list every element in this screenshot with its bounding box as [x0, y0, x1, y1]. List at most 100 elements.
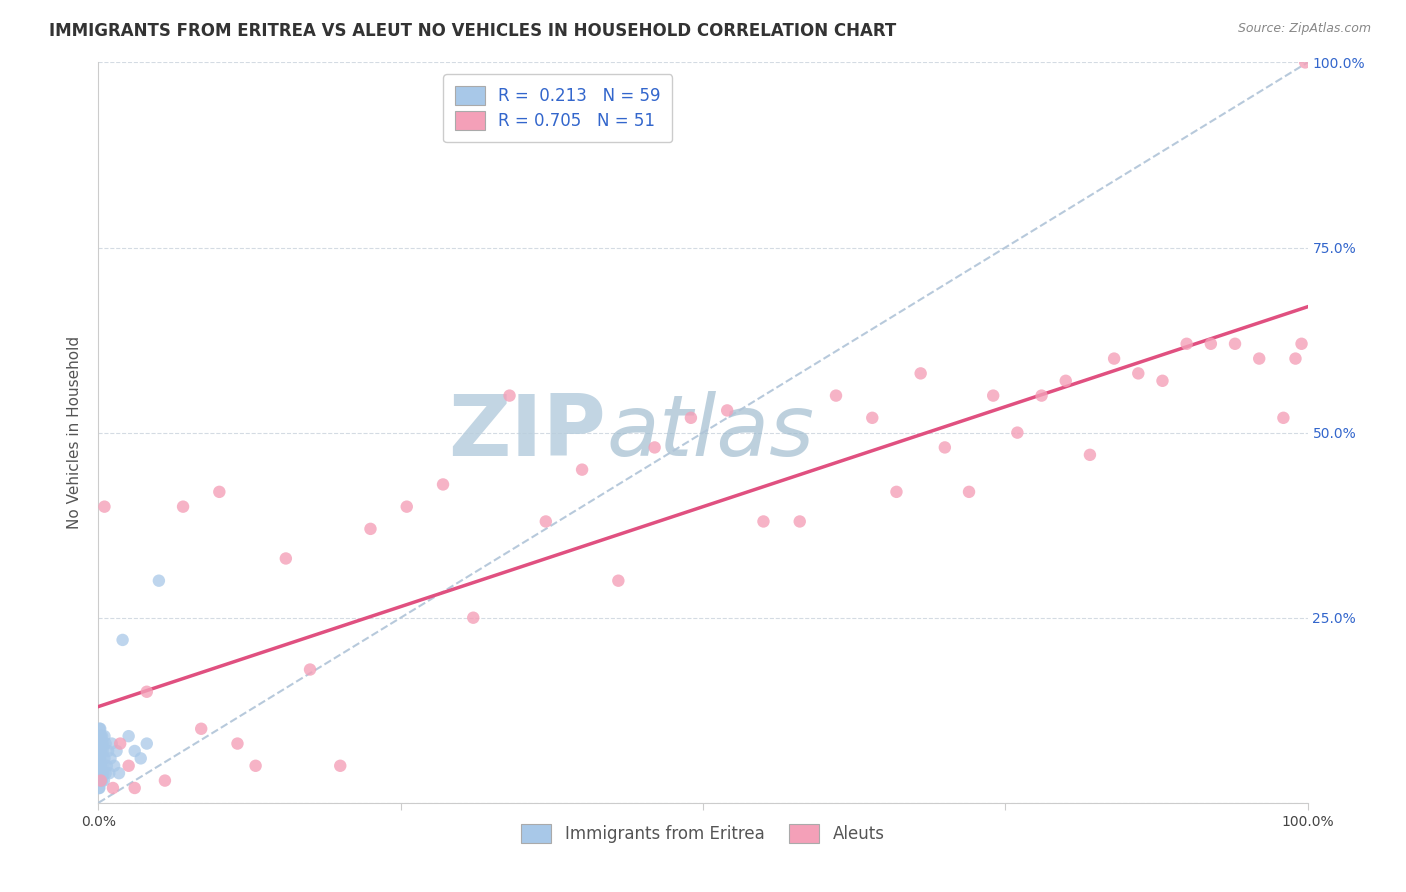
- Point: [91, 773, 114, 788]
- Point: [190, 722, 212, 736]
- Legend: Immigrants from Eritrea, Aleuts: Immigrants from Eritrea, Aleuts: [515, 817, 891, 850]
- Point: [90, 744, 112, 758]
- Point: [108, 766, 131, 780]
- Point: [135, 737, 157, 751]
- Point: [1102, 351, 1125, 366]
- Point: [90, 744, 112, 758]
- Point: [100, 751, 122, 765]
- Point: [89, 751, 111, 765]
- Point: [644, 441, 666, 455]
- Point: [118, 758, 141, 772]
- Point: [89, 751, 111, 765]
- Point: [957, 484, 980, 499]
- Point: [89, 722, 111, 736]
- Point: [571, 462, 593, 476]
- Point: [1272, 410, 1295, 425]
- Point: [108, 737, 131, 751]
- Point: [1031, 388, 1053, 402]
- Point: [87, 766, 110, 780]
- Point: [105, 744, 128, 758]
- Point: [101, 780, 124, 795]
- Point: [89, 758, 111, 772]
- Point: [94, 737, 117, 751]
- Point: [825, 388, 848, 402]
- Point: [91, 758, 114, 772]
- Point: [910, 367, 932, 381]
- Point: [91, 766, 114, 780]
- Point: [89, 773, 111, 788]
- Point: [679, 410, 702, 425]
- Point: [124, 744, 146, 758]
- Point: [934, 441, 956, 455]
- Point: [124, 780, 146, 795]
- Point: [90, 737, 112, 751]
- Point: [432, 477, 454, 491]
- Point: [1128, 367, 1150, 381]
- Point: [789, 515, 811, 529]
- Point: [93, 751, 115, 765]
- Point: [89, 737, 111, 751]
- Text: ZIP: ZIP: [449, 391, 606, 475]
- Point: [463, 610, 485, 624]
- Point: [299, 663, 322, 677]
- Point: [87, 780, 110, 795]
- Text: Source: ZipAtlas.com: Source: ZipAtlas.com: [1237, 22, 1371, 36]
- Point: [135, 685, 157, 699]
- Point: [208, 484, 231, 499]
- Point: [89, 737, 111, 751]
- Text: atlas: atlas: [606, 391, 814, 475]
- Point: [90, 766, 112, 780]
- Point: [1294, 55, 1316, 70]
- Point: [91, 737, 114, 751]
- Point: [148, 574, 170, 588]
- Point: [111, 632, 134, 647]
- Point: [226, 737, 249, 751]
- Point: [1152, 374, 1174, 388]
- Point: [886, 484, 908, 499]
- Point: [89, 722, 111, 736]
- Point: [1175, 336, 1198, 351]
- Point: [607, 574, 630, 588]
- Point: [1223, 336, 1246, 351]
- Point: [97, 744, 120, 758]
- Point: [89, 751, 111, 765]
- Point: [90, 766, 112, 780]
- Point: [153, 773, 176, 788]
- Point: [89, 758, 111, 772]
- Point: [90, 773, 112, 788]
- Point: [89, 773, 111, 788]
- Point: [94, 766, 117, 780]
- Point: [90, 729, 112, 743]
- Point: [274, 551, 297, 566]
- Point: [716, 403, 738, 417]
- Point: [91, 729, 114, 743]
- Point: [981, 388, 1004, 402]
- Point: [103, 758, 125, 772]
- Point: [1054, 374, 1077, 388]
- Point: [98, 766, 121, 780]
- Point: [1199, 336, 1222, 351]
- Point: [534, 515, 557, 529]
- Point: [89, 780, 111, 795]
- Point: [498, 388, 520, 402]
- Point: [172, 500, 194, 514]
- Point: [93, 500, 115, 514]
- Point: [1007, 425, 1029, 440]
- Point: [89, 773, 111, 788]
- Point: [118, 729, 141, 743]
- Point: [752, 515, 775, 529]
- Point: [89, 744, 111, 758]
- Point: [360, 522, 382, 536]
- Point: [93, 773, 115, 788]
- Point: [87, 737, 110, 751]
- Point: [87, 773, 110, 788]
- Point: [93, 729, 115, 743]
- Point: [1284, 351, 1306, 366]
- Point: [89, 744, 111, 758]
- Point: [96, 758, 118, 772]
- Text: IMMIGRANTS FROM ERITREA VS ALEUT NO VEHICLES IN HOUSEHOLD CORRELATION CHART: IMMIGRANTS FROM ERITREA VS ALEUT NO VEHI…: [49, 22, 897, 40]
- Point: [89, 729, 111, 743]
- Point: [860, 410, 883, 425]
- Point: [87, 744, 110, 758]
- Point: [89, 729, 111, 743]
